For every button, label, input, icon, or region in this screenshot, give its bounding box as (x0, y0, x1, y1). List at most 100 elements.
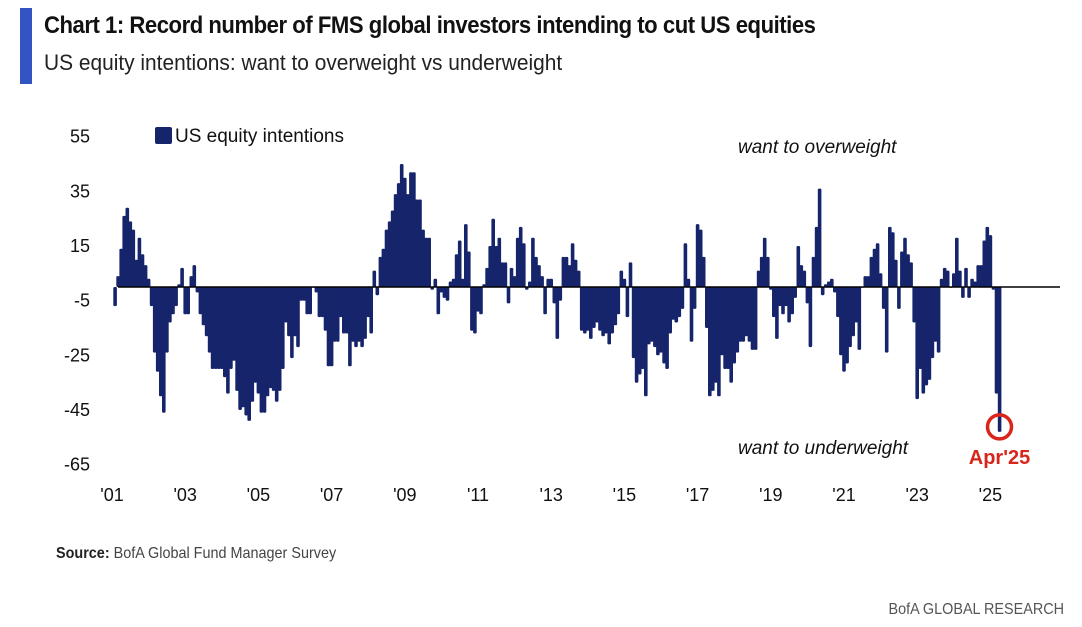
bar (143, 265, 148, 287)
bar (442, 287, 447, 298)
bar (891, 232, 895, 287)
bar (335, 287, 340, 342)
bar (967, 287, 971, 298)
title-accent-bar (20, 8, 32, 84)
bar (753, 287, 758, 350)
bar (274, 287, 279, 402)
bar (473, 287, 477, 334)
bar (424, 237, 428, 287)
source-note: Source: BofA Global Fund Manager Survey (56, 545, 336, 563)
bar (229, 287, 233, 369)
bar (290, 287, 294, 359)
bar (140, 254, 145, 287)
bar (583, 287, 587, 334)
bar (308, 287, 312, 315)
bar (509, 267, 514, 287)
bar (534, 256, 538, 287)
bar (503, 262, 508, 287)
bar (329, 287, 334, 367)
bar (842, 287, 846, 372)
bar (955, 237, 959, 287)
bar (741, 287, 746, 342)
bar (518, 226, 523, 287)
bar (531, 237, 535, 287)
bar (802, 270, 807, 287)
bar (650, 287, 654, 342)
bar (701, 256, 706, 287)
chart-subtitle: US equity intentions: want to overweight… (44, 50, 563, 75)
bar (933, 287, 938, 342)
bar (146, 278, 151, 287)
bar (884, 287, 889, 353)
x-tick-label: '11 (467, 485, 489, 505)
bar (631, 287, 636, 359)
bar (494, 246, 499, 287)
bar (149, 287, 154, 307)
bar (674, 287, 679, 323)
bar (131, 229, 136, 287)
bar (122, 215, 126, 287)
bar (415, 199, 419, 287)
bar (384, 229, 389, 287)
bar (476, 287, 480, 312)
bar (689, 287, 694, 342)
bar (201, 287, 206, 326)
bar (735, 287, 740, 353)
bar (406, 194, 410, 287)
bar (766, 256, 770, 287)
bar (287, 287, 291, 337)
bar (945, 270, 950, 287)
bar (232, 287, 236, 361)
bar (927, 287, 932, 380)
bar (878, 273, 883, 287)
bar (988, 235, 993, 287)
bar (820, 287, 825, 296)
bar (299, 287, 303, 301)
bar (195, 287, 200, 293)
bar (625, 287, 630, 318)
bar (418, 199, 422, 287)
bar (485, 267, 489, 287)
bar (872, 248, 877, 287)
bar (790, 287, 794, 315)
bar (827, 281, 831, 287)
bar (875, 243, 880, 287)
y-tick-label: 35 (70, 181, 90, 201)
bar (128, 221, 133, 287)
x-tick-label: '05 (247, 485, 270, 505)
bar (579, 287, 584, 331)
bar (906, 254, 910, 287)
bar (159, 287, 163, 397)
bar (277, 287, 282, 391)
x-tick-label: '25 (979, 485, 1002, 505)
bar (881, 287, 886, 309)
bar (598, 287, 602, 331)
bar (296, 287, 300, 348)
bar (302, 287, 306, 301)
bar (857, 287, 862, 350)
bar (595, 287, 599, 323)
bar (711, 287, 715, 391)
source-text: BofA Global Fund Manager Survey (113, 545, 337, 562)
bar (165, 287, 169, 353)
bar (973, 281, 977, 287)
brand-label: BofA GLOBAL RESEARCH (888, 601, 1064, 618)
bar (738, 287, 743, 342)
bar (781, 287, 785, 315)
bar (680, 287, 685, 309)
bar (653, 287, 657, 348)
bar (213, 287, 218, 369)
bar (403, 177, 407, 287)
bar (281, 287, 285, 369)
bar (833, 287, 837, 293)
bar (936, 287, 941, 353)
bar (784, 287, 788, 307)
bar (665, 287, 669, 369)
bar (866, 276, 871, 287)
bar (479, 287, 483, 315)
bar (912, 287, 916, 323)
bar (445, 287, 450, 301)
x-tick-label: '23 (905, 485, 928, 505)
y-tick-label: 15 (70, 236, 90, 256)
